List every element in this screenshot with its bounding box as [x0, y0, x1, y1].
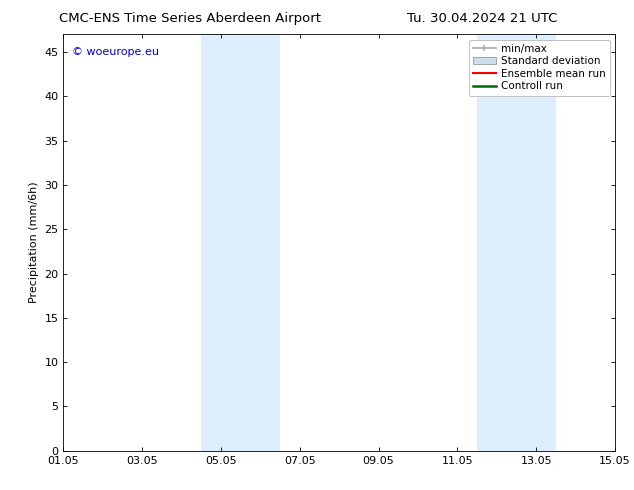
- Y-axis label: Precipitation (mm/6h): Precipitation (mm/6h): [29, 182, 39, 303]
- Legend: min/max, Standard deviation, Ensemble mean run, Controll run: min/max, Standard deviation, Ensemble me…: [469, 40, 610, 96]
- Text: Tu. 30.04.2024 21 UTC: Tu. 30.04.2024 21 UTC: [406, 12, 557, 25]
- Text: © woeurope.eu: © woeurope.eu: [72, 47, 158, 57]
- Bar: [477, 34, 556, 451]
- Bar: [202, 34, 280, 451]
- Text: CMC-ENS Time Series Aberdeen Airport: CMC-ENS Time Series Aberdeen Airport: [59, 12, 321, 25]
